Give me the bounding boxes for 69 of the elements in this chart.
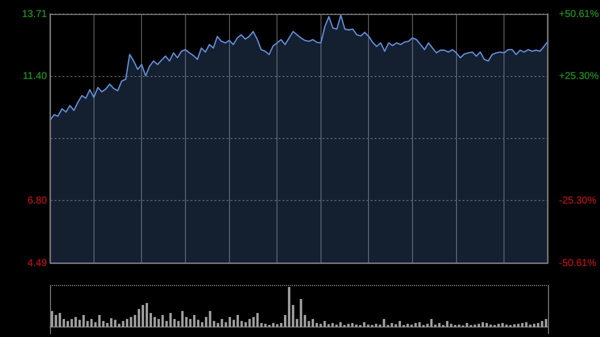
bar	[438, 323, 440, 327]
bar	[126, 319, 128, 327]
bar	[327, 324, 330, 327]
bar	[521, 323, 524, 327]
bar	[236, 315, 239, 327]
bar	[525, 322, 528, 327]
bar	[82, 315, 85, 327]
bar	[351, 323, 354, 327]
bar	[288, 287, 290, 327]
bar	[430, 319, 433, 327]
bar	[244, 322, 247, 327]
bar	[331, 323, 334, 327]
bar	[138, 309, 140, 327]
bar	[264, 324, 267, 327]
y2-tick-label: -25.30%	[559, 195, 596, 206]
bar	[390, 323, 394, 327]
bar	[536, 323, 540, 327]
y-tick-label: 13.71	[22, 8, 48, 20]
bar	[406, 324, 409, 327]
bar	[118, 324, 120, 327]
bar	[316, 323, 318, 327]
bar	[74, 317, 77, 327]
y-tick-label: 11.40	[22, 71, 48, 82]
y2-tick-label: -50.61%	[559, 258, 596, 269]
bar	[312, 319, 314, 327]
bar	[228, 317, 232, 327]
y-tick-label: 4.49	[28, 258, 48, 269]
bar	[398, 321, 401, 327]
bar	[374, 324, 378, 327]
y2-tick-label: +25.30%	[559, 71, 599, 82]
bar	[394, 324, 398, 327]
bar	[540, 321, 544, 327]
bar	[248, 319, 251, 327]
bar	[486, 323, 488, 327]
bar	[446, 321, 448, 327]
bar	[110, 318, 112, 327]
bar	[142, 305, 144, 327]
bar	[478, 324, 480, 327]
bar	[158, 319, 160, 327]
bar	[208, 311, 212, 327]
bar	[320, 324, 322, 327]
bar	[517, 324, 520, 327]
bar	[70, 319, 73, 327]
bar	[497, 324, 500, 327]
bar	[114, 320, 116, 327]
bar	[154, 317, 156, 327]
bar	[347, 324, 350, 327]
bar	[324, 321, 326, 327]
bar	[276, 324, 278, 327]
bar	[189, 319, 192, 327]
y-tick-label: 6.80	[28, 195, 48, 206]
bar	[532, 324, 536, 327]
y2-tick-label: +50.61%	[559, 8, 599, 20]
bar	[363, 322, 366, 327]
bar	[482, 322, 484, 327]
bar	[513, 324, 516, 327]
bar	[193, 315, 196, 327]
bar	[146, 303, 148, 327]
bar	[161, 315, 164, 327]
bar	[54, 315, 58, 327]
bar	[181, 311, 184, 327]
bar	[98, 315, 101, 327]
bar	[58, 313, 62, 327]
bar	[414, 323, 417, 327]
bar	[272, 323, 274, 327]
bar	[122, 321, 124, 327]
bar	[220, 319, 224, 327]
bar	[450, 324, 452, 327]
bar	[66, 321, 69, 327]
